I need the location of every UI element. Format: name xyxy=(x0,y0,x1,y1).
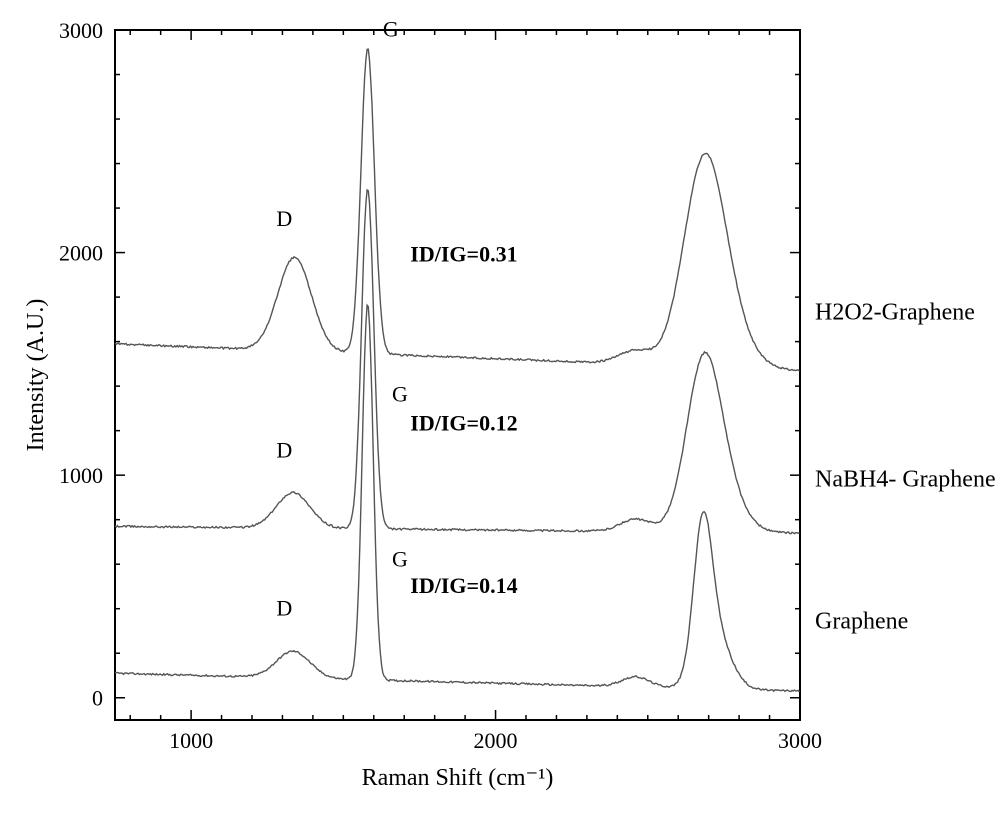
y-tick-label: 2000 xyxy=(59,241,103,266)
raman-spectra-chart: 1000 2000 3000 0 1000 2000 3000 Raman Shift (cm… xyxy=(0,0,1000,817)
y-tick-label: 1000 xyxy=(59,463,103,488)
annotation-label: ID/IG=0.12 xyxy=(410,411,517,436)
annotation-label: ID/IG=0.14 xyxy=(410,573,517,598)
annotation-label: D xyxy=(276,595,292,620)
x-tick-label: 2000 xyxy=(474,728,518,753)
series-label-h2o2-graphene: H2O2-Graphene xyxy=(815,299,975,325)
series-label-nabh4-graphene: NaBH4- Graphene xyxy=(815,466,996,492)
annotation-label: D xyxy=(276,206,292,231)
x-tick-label: 1000 xyxy=(169,728,213,753)
x-axis-title: Raman Shift (cm⁻¹) xyxy=(362,765,554,791)
y-tick-label: 3000 xyxy=(59,18,103,43)
y-axis-title: Intensity (A.U.) xyxy=(23,299,49,452)
series-label-graphene: Graphene xyxy=(815,609,908,635)
annotation-label: G xyxy=(392,382,408,407)
annotation-label: G xyxy=(392,546,408,571)
annotation-label: D xyxy=(276,437,292,462)
y-tick-label: 0 xyxy=(92,686,103,711)
annotation-label: G xyxy=(383,17,399,42)
x-tick-label: 3000 xyxy=(778,728,822,753)
annotation-label: ID/IG=0.31 xyxy=(410,241,517,266)
